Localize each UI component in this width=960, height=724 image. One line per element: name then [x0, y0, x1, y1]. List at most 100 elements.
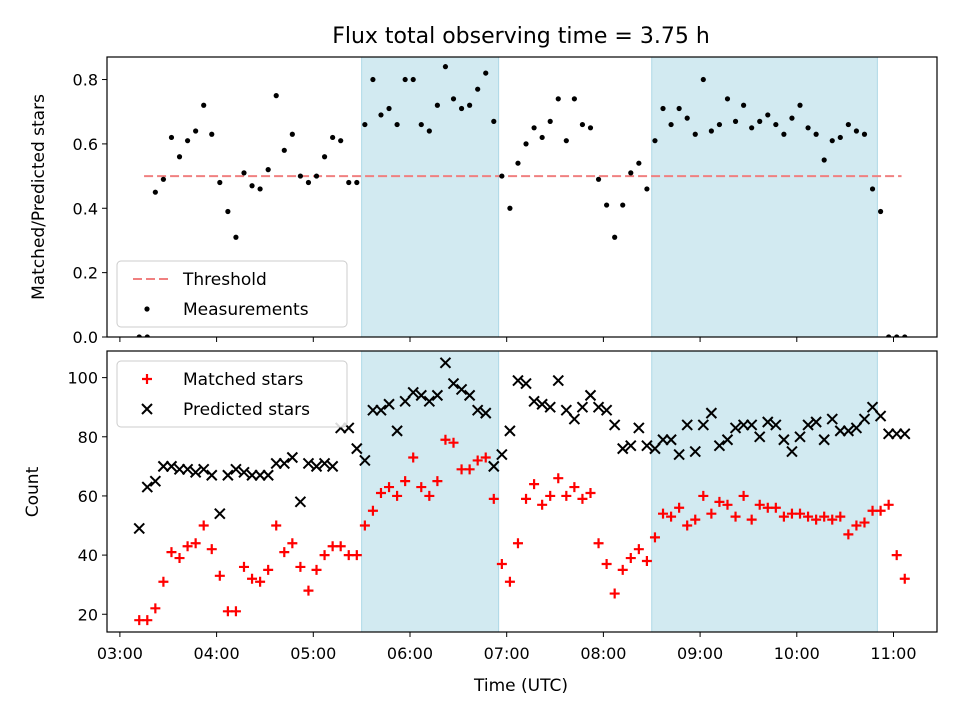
- predicted-stars-point: [504, 425, 516, 437]
- predicted-stars-point: [480, 407, 492, 419]
- predicted-stars-point: [754, 431, 766, 443]
- matched-stars-point: [440, 434, 451, 445]
- bottom-shaded-interval-2: [651, 351, 878, 632]
- matched-stars-point: [569, 482, 580, 493]
- matched-stars-point: [690, 514, 701, 525]
- predicted-stars-point: [278, 457, 290, 470]
- x-axis-label: Time (UTC): [473, 676, 568, 696]
- matched-stars-point: [190, 538, 201, 549]
- x-tick-label: 08:00: [580, 644, 626, 663]
- predicted-stars-point: [463, 389, 476, 402]
- matched-stars-point: [859, 517, 870, 528]
- matched-stars-point: [271, 520, 282, 531]
- matched-stars-point: [424, 490, 435, 501]
- x-tick-label: 11:00: [870, 644, 916, 663]
- predicted-stars-point: [383, 398, 395, 410]
- legend-label: Predicted stars: [183, 400, 310, 420]
- predicted-stars-point: [431, 389, 444, 402]
- measurement-point: [789, 115, 795, 121]
- measurement-point: [684, 115, 690, 121]
- predicted-stars-point: [802, 419, 814, 431]
- bottom-legend: Matched stars Predicted stars: [116, 360, 348, 428]
- predicted-stars-point: [858, 413, 871, 425]
- predicted-stars-point: [899, 428, 911, 440]
- x-tick-label: 03:00: [97, 644, 143, 663]
- matched-stars-point: [263, 564, 274, 575]
- measurement-point: [877, 208, 884, 215]
- bottom-y-tick-label: 40: [78, 546, 98, 565]
- matched-stars-point: [682, 520, 693, 531]
- measurement-point: [773, 121, 779, 128]
- legend-measurement-swatch: [144, 306, 150, 312]
- predicted-stars-point: [326, 460, 339, 473]
- matched-stars-point: [537, 499, 548, 510]
- matched-stars-point: [811, 514, 822, 525]
- measurement-point: [628, 170, 634, 176]
- predicted-stars-point: [625, 439, 637, 452]
- matched-stars-point: [416, 482, 427, 493]
- bottom-y-tick-label: 20: [78, 605, 98, 624]
- bottom-legend-box: [116, 360, 348, 428]
- matched-stars-point: [649, 532, 660, 543]
- bottom-y-axis-label: Count: [23, 466, 43, 517]
- measurement-point: [281, 147, 287, 153]
- predicted-stars-point: [729, 422, 742, 434]
- matched-stars-point: [174, 553, 185, 564]
- top-plot-area: [136, 57, 908, 337]
- measurement-point: [160, 176, 167, 182]
- measurement-point: [201, 102, 207, 108]
- legend-label: Threshold: [182, 270, 267, 290]
- measurement-point: [902, 334, 908, 337]
- measurement-point: [869, 186, 876, 192]
- measurement-point: [700, 76, 706, 83]
- measurement-point: [378, 112, 384, 118]
- matched-stars-point: [754, 499, 765, 510]
- legend-label: Matched stars: [183, 370, 303, 390]
- x-tick-label: 07:00: [484, 644, 530, 663]
- measurement-point: [781, 131, 787, 137]
- measurement-point: [217, 179, 223, 186]
- measurement-point: [620, 202, 626, 208]
- matched-stars-point: [851, 520, 862, 531]
- predicted-stars-point: [721, 434, 734, 446]
- bottom-series-1: [134, 434, 910, 626]
- measurement-point: [515, 160, 521, 166]
- predicted-stars-point: [141, 481, 153, 493]
- matched-stars-point: [819, 511, 830, 522]
- top-shaded-interval-1: [361, 57, 500, 337]
- matched-stars-point: [698, 490, 709, 501]
- matched-stars-point: [658, 508, 669, 519]
- measurement-point: [563, 138, 569, 144]
- matched-stars-point: [384, 482, 395, 493]
- predicted-stars-point: [568, 413, 581, 425]
- top-legend: Threshold Measurements: [116, 260, 348, 328]
- matched-stars-point: [375, 487, 386, 498]
- measurement-point: [757, 118, 763, 124]
- measurement-point: [354, 179, 360, 186]
- matched-stars-point: [529, 479, 540, 490]
- measurement-point: [837, 134, 843, 141]
- measurement-point: [612, 234, 618, 240]
- matched-stars-point: [158, 576, 169, 587]
- predicted-stars-point: [633, 422, 645, 434]
- predicted-stars-point: [447, 377, 460, 390]
- top-panel: 0.0 0.2 0.4 0.6 0.8 Threshold Measurements: [73, 56, 938, 347]
- matched-stars-point: [392, 490, 403, 501]
- predicted-stars-point: [560, 404, 573, 416]
- matched-stars-point: [496, 558, 507, 569]
- measurement-point: [458, 105, 465, 112]
- bottom-panel: 20 40 60 80 100 03:00 04:00 05:00 06:00 07:00 08:0…: [67, 350, 938, 663]
- measurement-point: [652, 138, 658, 144]
- matched-stars-point: [875, 505, 886, 516]
- top-y-tick-label: 0.8: [73, 71, 98, 90]
- predicted-stars-point: [318, 457, 331, 470]
- predicted-stars-point: [415, 389, 427, 402]
- measurement-point: [676, 105, 682, 112]
- predicted-stars-point: [302, 457, 315, 470]
- predicted-stars-point: [818, 434, 830, 446]
- matched-stars-point: [432, 476, 443, 487]
- measurement-point: [410, 76, 416, 83]
- predicted-stars-point: [181, 463, 194, 476]
- bottom-y-tick-label: 80: [78, 428, 98, 447]
